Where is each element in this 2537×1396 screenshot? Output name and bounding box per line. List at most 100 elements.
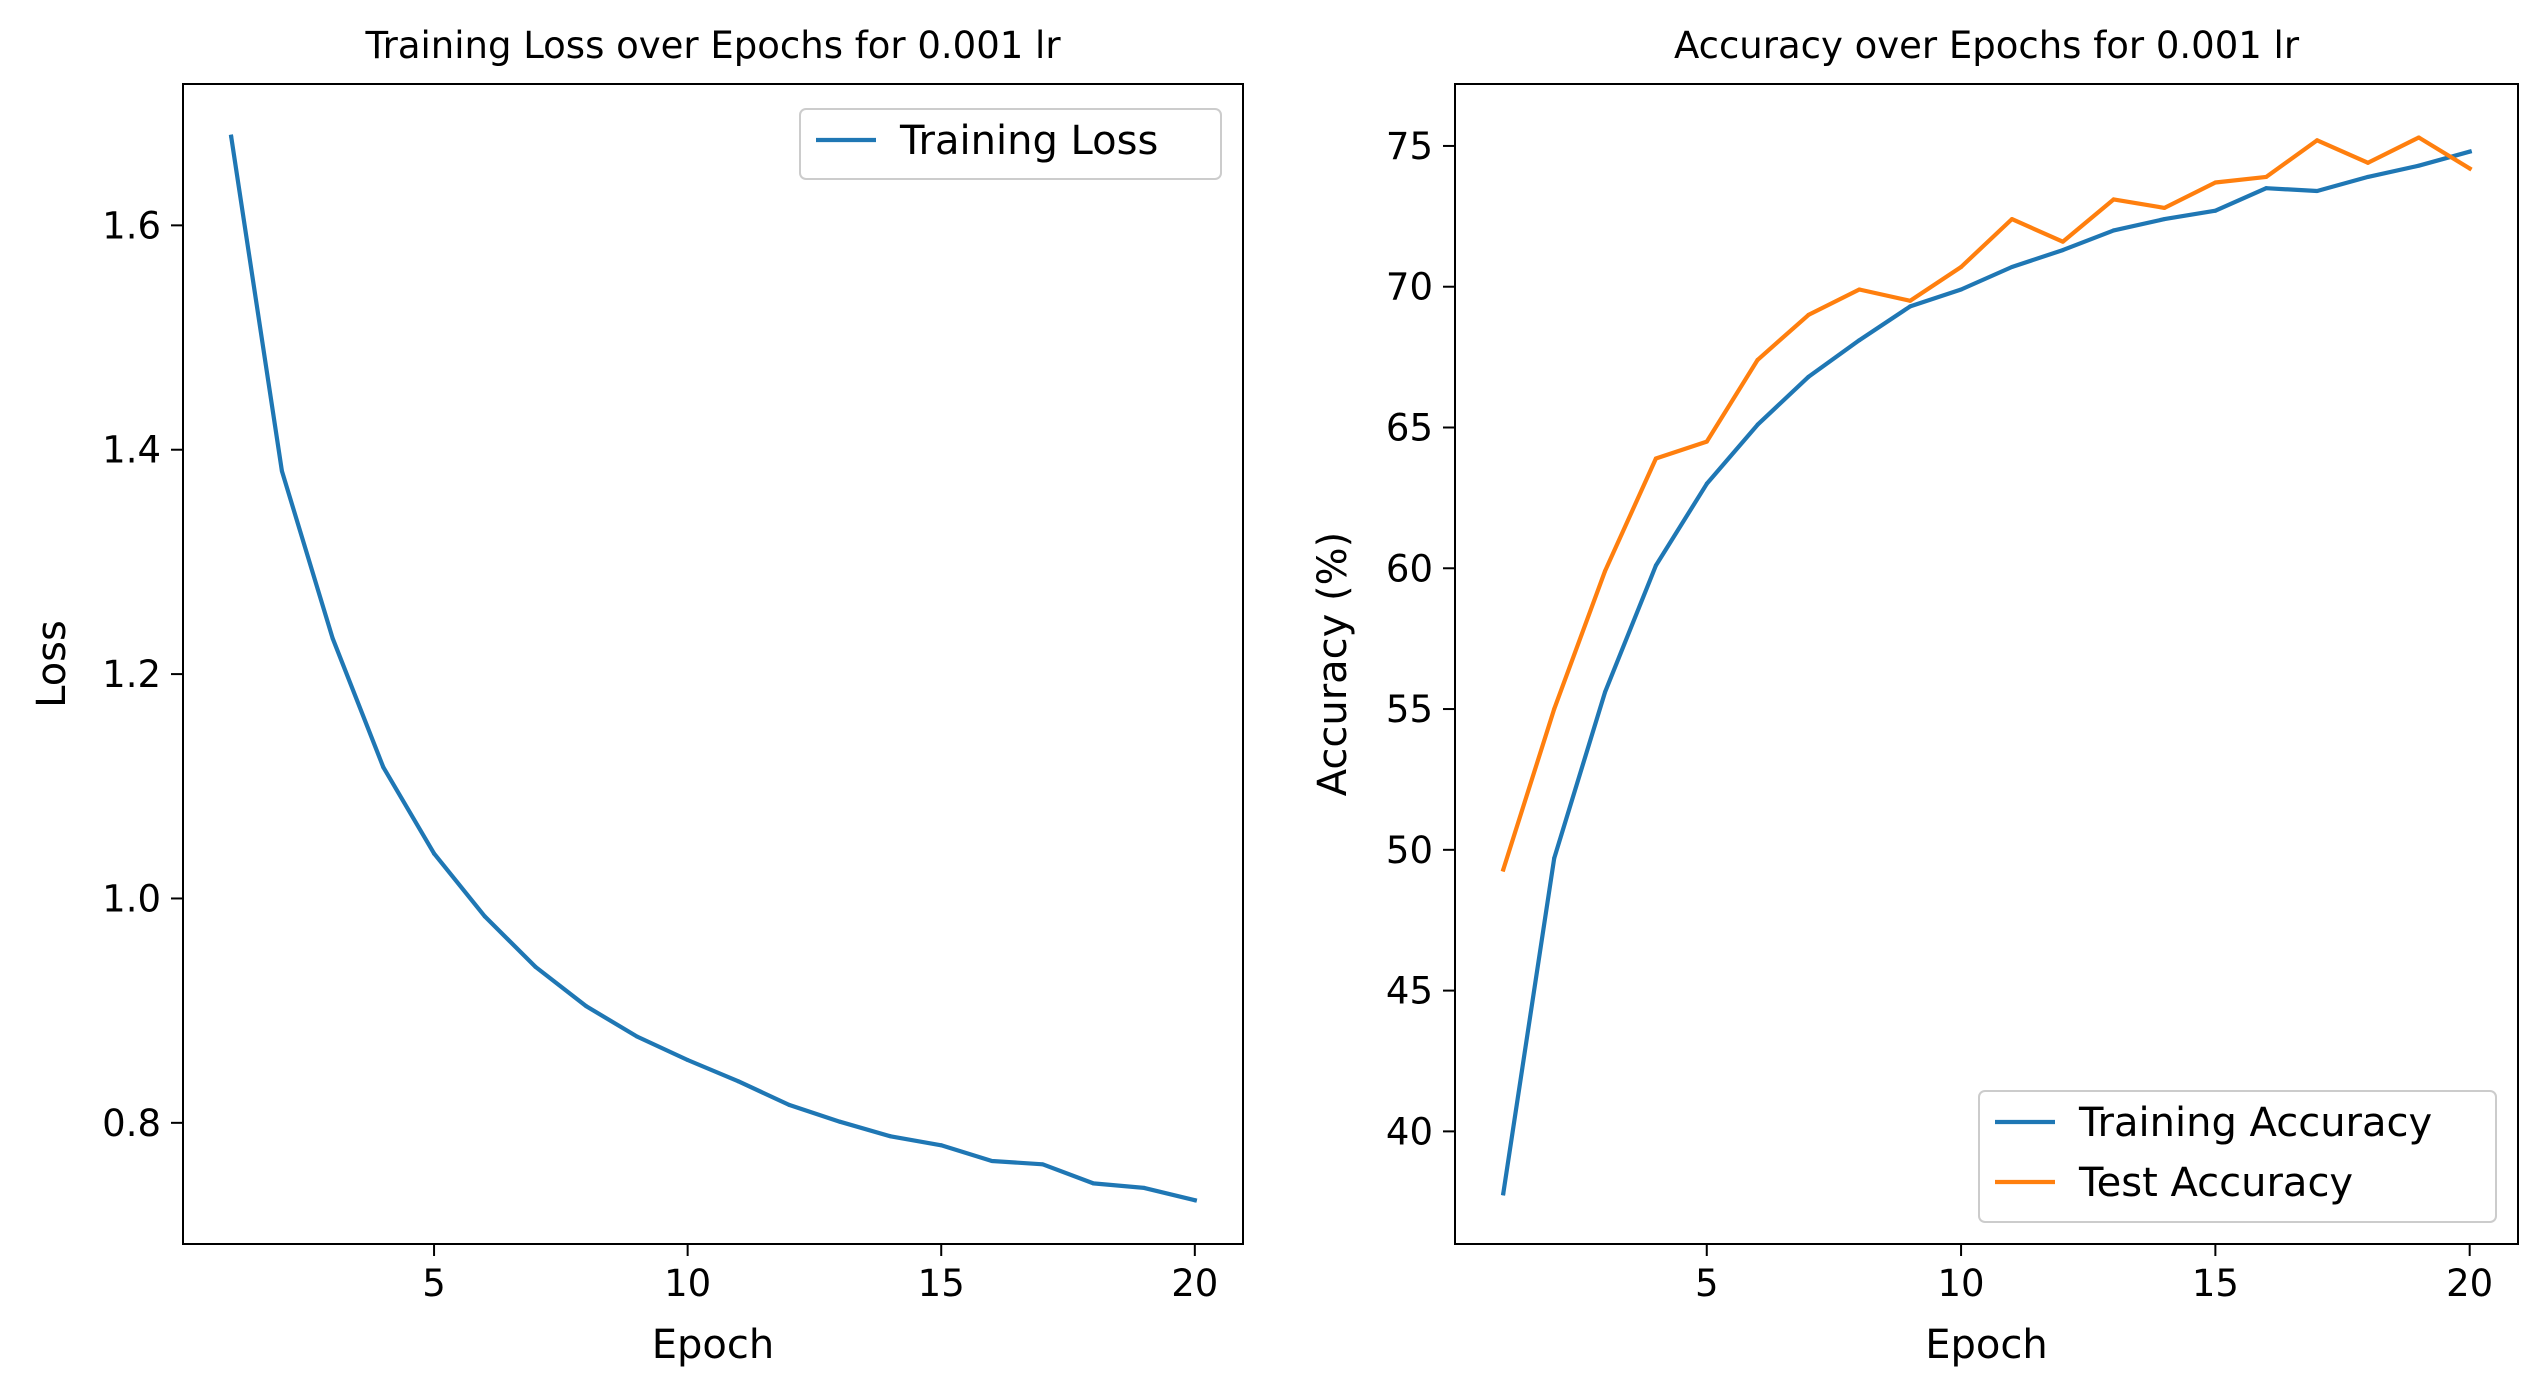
test-accuracy-point	[1552, 707, 1557, 712]
x-tick-label: 15	[2192, 1262, 2239, 1305]
training-accuracy-point	[1755, 422, 1760, 427]
training-loss-point	[432, 851, 437, 856]
legend-label: Test Accuracy	[2078, 1160, 2353, 1206]
training-loss-point	[1091, 1181, 1096, 1186]
training-accuracy-point	[2111, 228, 2116, 233]
test-accuracy-point	[2365, 160, 2370, 165]
training-accuracy-point	[1704, 481, 1709, 486]
training-accuracy-point	[2416, 163, 2421, 168]
test-accuracy-point	[2111, 197, 2116, 202]
test-accuracy-point	[1603, 569, 1608, 574]
test-accuracy-point	[1959, 265, 1964, 270]
training-loss-point	[787, 1102, 792, 1107]
x-axis-label: Epoch	[1925, 1322, 2047, 1368]
test-accuracy-point	[1653, 456, 1658, 461]
y-axis-label: Loss	[29, 620, 75, 708]
x-tick-label: 20	[1171, 1262, 1218, 1305]
legend-label: Training Loss	[899, 118, 1158, 164]
accuracy-chart-panel: Accuracy over Epochs for 0.001 lr 5 10 15 20…	[1310, 24, 2519, 1368]
y-tick-label: 50	[1386, 829, 1433, 872]
x-tick-label: 5	[1695, 1262, 1719, 1305]
training-accuracy-point	[2162, 217, 2167, 222]
test-accuracy-point	[2315, 138, 2320, 143]
y-tick-label: 45	[1386, 970, 1433, 1013]
y-axis-label: Accuracy (%)	[1310, 532, 1356, 797]
training-loss-point	[229, 134, 234, 139]
training-accuracy-point	[2264, 186, 2269, 191]
training-loss-point	[482, 914, 487, 919]
test-accuracy-point	[1755, 357, 1760, 362]
test-accuracy-point	[2416, 135, 2421, 140]
y-tick-label: 1.0	[102, 877, 161, 920]
training-loss-point	[989, 1158, 994, 1163]
training-accuracy-line	[1500, 149, 2473, 1196]
test-accuracy-point	[1806, 312, 1811, 317]
y-tick-label: 55	[1386, 688, 1433, 731]
training-accuracy-point	[2315, 188, 2320, 193]
x-tick-label: 10	[664, 1262, 711, 1305]
training-accuracy-point	[1959, 287, 1964, 292]
test-accuracy-line	[1500, 135, 2473, 873]
test-accuracy-point	[2162, 205, 2167, 210]
training-loss-point	[888, 1134, 893, 1139]
training-accuracy-point	[2060, 248, 2065, 253]
plot-area-frame	[182, 83, 1244, 1245]
chart-title: Accuracy over Epochs for 0.001 lr	[1674, 24, 2300, 67]
y-tick-label: 65	[1386, 406, 1433, 449]
y-tick-label: 1.4	[102, 429, 161, 472]
legend: Training Loss	[799, 108, 1222, 180]
y-tick-label: 1.6	[102, 204, 161, 247]
test-accuracy-point	[2009, 217, 2014, 222]
training-loss-point	[939, 1143, 944, 1148]
loss-chart-panel: Training Loss over Epochs for 0.001 lr 5 1…	[29, 24, 1244, 1368]
x-tick-label: 20	[2446, 1262, 2493, 1305]
training-loss-point	[584, 1004, 589, 1009]
training-loss-point	[533, 964, 538, 969]
training-loss-point	[634, 1034, 639, 1039]
y-tick-label: 0.8	[102, 1102, 161, 1145]
training-loss-line	[228, 134, 1198, 1203]
y-tick-label: 60	[1386, 547, 1433, 590]
training-accuracy-point	[1908, 304, 1913, 309]
training-loss-point	[736, 1079, 741, 1084]
training-loss-point	[837, 1119, 842, 1124]
training-loss-point	[279, 469, 284, 474]
training-loss-point	[1142, 1185, 1147, 1190]
y-tick-label: 70	[1386, 266, 1433, 309]
training-accuracy-point	[1501, 1191, 1506, 1196]
legend: Training Accuracy Test Accuracy	[1978, 1090, 2497, 1223]
training-accuracy-point	[1603, 690, 1608, 695]
x-axis-label: Epoch	[652, 1322, 774, 1368]
training-accuracy-point	[1806, 374, 1811, 379]
legend-box	[799, 108, 1222, 180]
test-accuracy-point	[1501, 867, 1506, 872]
test-accuracy-point	[2467, 166, 2472, 171]
training-accuracy-point	[2213, 208, 2218, 213]
legend-label: Training Accuracy	[2078, 1100, 2432, 1146]
x-tick-label: 5	[422, 1262, 446, 1305]
training-accuracy-point	[2365, 174, 2370, 179]
y-tick-label: 40	[1386, 1110, 1433, 1153]
test-accuracy-point	[1908, 298, 1913, 303]
plot-area-frame	[1454, 83, 2519, 1245]
training-loss-point	[1040, 1162, 1045, 1167]
test-accuracy-point	[1857, 287, 1862, 292]
x-tick-label: 15	[918, 1262, 965, 1305]
y-tick-label: 75	[1386, 125, 1433, 168]
y-tick-label: 1.2	[102, 653, 161, 696]
chart-title: Training Loss over Epochs for 0.001 lr	[364, 24, 1061, 67]
test-accuracy-point	[2264, 174, 2269, 179]
training-accuracy-point	[2009, 265, 2014, 270]
training-loss-point	[685, 1058, 690, 1063]
training-loss-point	[1192, 1198, 1197, 1203]
test-accuracy-point	[2213, 180, 2218, 185]
training-accuracy-point	[1552, 856, 1557, 861]
training-accuracy-point	[2467, 149, 2472, 154]
legend-box	[1978, 1090, 2497, 1223]
test-accuracy-point	[2060, 239, 2065, 244]
training-accuracy-point	[1857, 338, 1862, 343]
training-loss-point	[330, 636, 335, 641]
training-accuracy-point	[1653, 563, 1658, 568]
x-tick-label: 10	[1938, 1262, 1985, 1305]
